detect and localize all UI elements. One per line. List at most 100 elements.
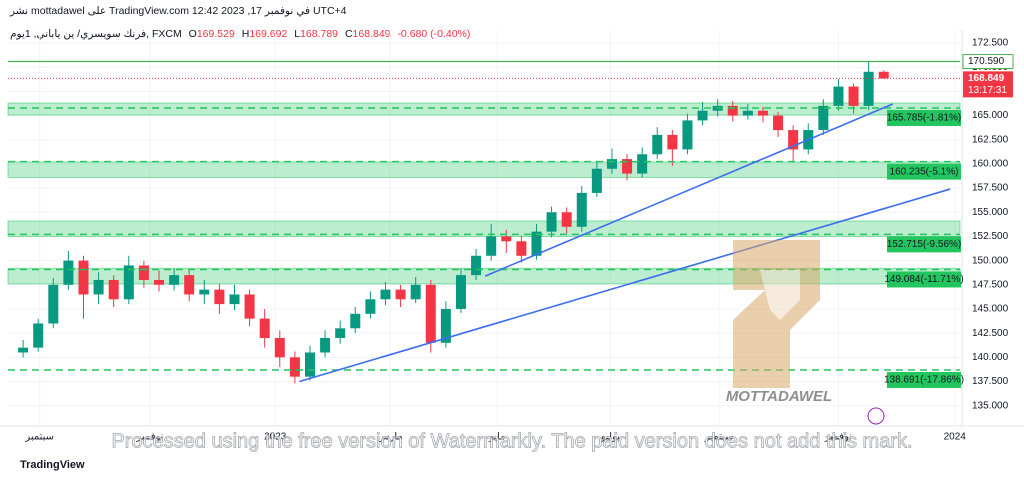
c-label: C — [345, 28, 353, 40]
candle-body — [214, 289, 225, 305]
resistance-label: 170.590 — [968, 56, 1005, 67]
candle-body — [516, 241, 527, 256]
y-tick-label: 155.000 — [972, 207, 1009, 218]
symbol: فرنك سويسري/ ين ياباني, 1يوم, FXCM — [10, 28, 182, 40]
x-tick-label: نوفمبر — [824, 432, 852, 443]
h-label: H — [242, 28, 250, 40]
candle-body — [667, 134, 678, 150]
tradingview-logo: TradingView — [20, 459, 85, 471]
candle-body — [184, 275, 195, 295]
candle-body — [727, 105, 738, 116]
level-label: 138.691(-17.86%) — [884, 375, 964, 386]
y-tick-label: 145.000 — [972, 304, 1009, 315]
candle-body — [591, 168, 602, 193]
y-tick-label: 165.000 — [972, 110, 1009, 121]
candle-body — [153, 279, 164, 285]
candle-body — [742, 110, 753, 116]
change: -0.680 (-0.40%) — [397, 28, 470, 40]
candle-body — [818, 105, 829, 131]
candle-body — [78, 260, 89, 295]
candle-body — [410, 284, 421, 300]
trendline — [484, 103, 894, 277]
candle-body — [652, 134, 663, 155]
candle-body — [33, 323, 44, 348]
candle-body — [320, 337, 331, 353]
ohlc-header: فرنك سويسري/ ين ياباني, 1يوم, FXCM O169.… — [10, 28, 470, 40]
candle-body — [848, 86, 859, 106]
x-tick-label: نوفمبر — [135, 432, 163, 443]
zone — [7, 161, 961, 178]
candle-body — [18, 347, 29, 353]
trendline — [299, 188, 951, 383]
logo-shape — [733, 240, 820, 388]
x-tick-label: 2024 — [944, 432, 967, 443]
y-tick-label: 162.500 — [972, 134, 1009, 145]
candle-body — [425, 284, 436, 343]
candle-body — [788, 130, 799, 150]
level-label: 165.785(-1.81%) — [887, 113, 962, 124]
x-tick-label: سبتمبر — [704, 432, 734, 443]
x-tick-label: مارس — [377, 432, 402, 443]
y-tick-label: 142.500 — [972, 328, 1009, 339]
candle-body — [561, 212, 572, 227]
level-label: 152.715(-9.56%) — [887, 239, 962, 250]
resistance-label-box — [962, 54, 1014, 70]
candle-body — [606, 159, 617, 169]
candle-body — [395, 289, 406, 300]
candle-body — [259, 318, 270, 338]
x-tick-label: 2023 — [264, 432, 287, 443]
close: 168.849 — [353, 28, 391, 40]
y-tick-label: 160.000 — [972, 159, 1009, 170]
last-price-box — [963, 71, 1013, 98]
level-label-box — [887, 109, 961, 126]
level-label-box — [887, 236, 961, 253]
plot: 135.000 137.500 140.000 142.500 145.000 147.5… — [7, 30, 1014, 443]
countdown-label: 13:17:31 — [968, 85, 1007, 96]
candle-body — [576, 192, 587, 227]
candle-body — [244, 294, 255, 319]
open: 169.529 — [197, 28, 235, 40]
candle-body — [697, 110, 708, 121]
y-tick-label: 152.500 — [972, 231, 1009, 242]
candle-body — [486, 236, 497, 256]
candle-body — [531, 231, 542, 256]
candle-body — [199, 289, 210, 295]
candle-body — [773, 115, 784, 131]
last-price-label: 168.849 — [968, 73, 1005, 84]
y-tick-label: 137.500 — [972, 376, 1009, 387]
candle-body — [274, 337, 285, 358]
zone — [7, 220, 961, 237]
y-tick-label: 135.000 — [972, 400, 1009, 411]
x-tick-label: مايو — [488, 432, 505, 443]
level-label: 160.235(-5.1%) — [890, 166, 959, 177]
candle-body — [63, 260, 74, 285]
level-label-box — [887, 271, 961, 288]
candle-body — [350, 313, 361, 329]
logo-arrow — [760, 270, 800, 320]
candle-body — [757, 110, 768, 116]
candle-body — [471, 255, 482, 276]
candle-body — [289, 357, 300, 377]
l-label: L — [294, 28, 300, 40]
level-label: 149.084(-11.71%) — [884, 274, 963, 285]
candle-body — [108, 279, 119, 300]
x-tick-label: يوليو — [600, 432, 620, 443]
candle-body — [48, 284, 59, 324]
level-label-box — [887, 163, 961, 180]
candle-body — [365, 299, 376, 314]
zone — [7, 102, 961, 116]
candle-body — [380, 289, 391, 300]
candle-body — [546, 212, 557, 232]
candle-body — [138, 265, 149, 280]
candle-body — [637, 154, 648, 174]
candle-body — [93, 279, 104, 295]
candle-body — [833, 86, 844, 106]
candle-body — [123, 265, 134, 300]
x-tick-label: سبتمبر — [24, 432, 54, 443]
candle-body — [682, 120, 693, 150]
event-icon — [867, 407, 885, 425]
candle-body — [335, 328, 346, 338]
candle-body — [169, 275, 180, 285]
low: 168.789 — [300, 28, 338, 40]
